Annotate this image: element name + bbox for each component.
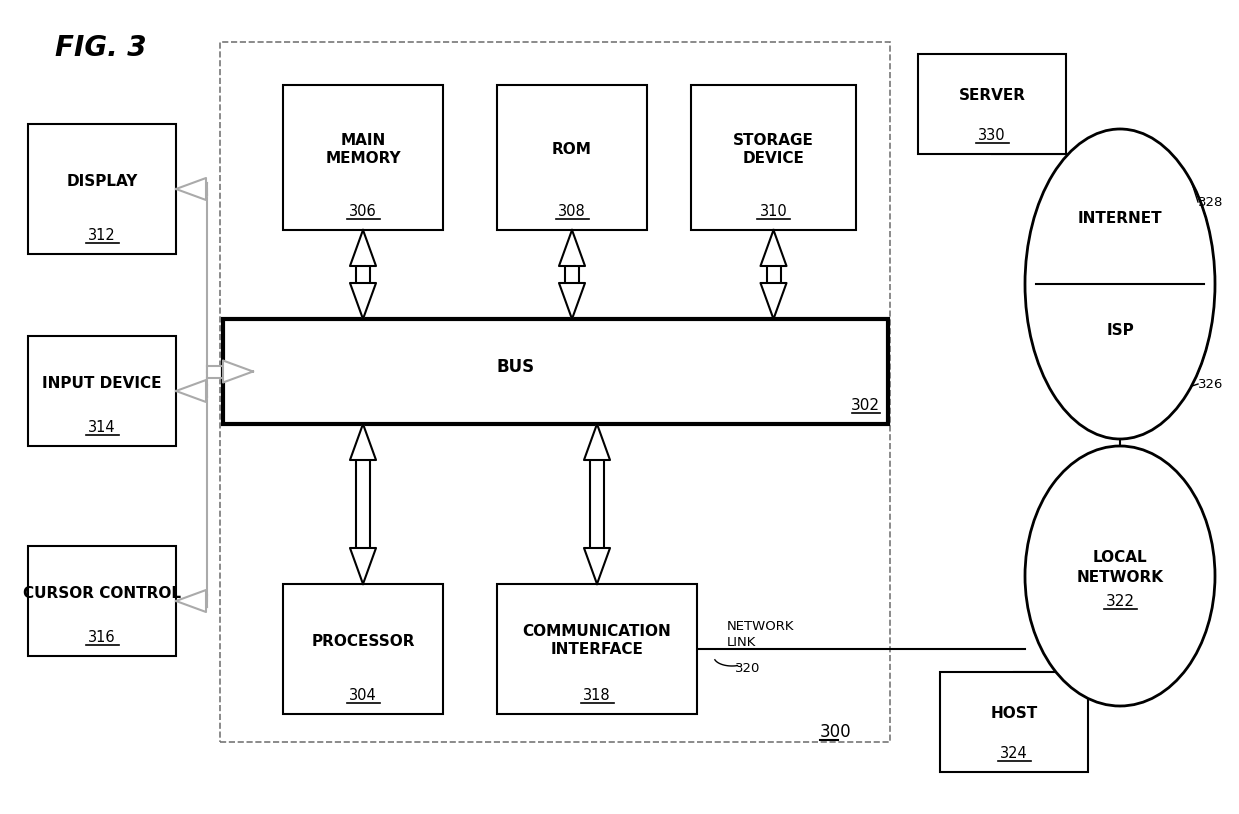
Text: INTERFACE: INTERFACE (550, 642, 643, 658)
Text: 314: 314 (88, 421, 115, 435)
Text: STORAGE: STORAGE (733, 133, 814, 148)
Text: 306: 306 (349, 204, 377, 220)
Polygon shape (349, 548, 375, 584)
Bar (28, 124, 176, 254)
Text: MAIN: MAIN (341, 133, 385, 148)
Text: FIG. 3: FIG. 3 (55, 34, 146, 62)
Polygon shape (590, 460, 603, 548)
Polygon shape (559, 230, 585, 266)
Text: 326: 326 (1198, 378, 1223, 391)
Text: ROM: ROM (553, 142, 592, 157)
Text: COMMUNICATION: COMMUNICATION (523, 624, 672, 640)
Polygon shape (176, 178, 206, 200)
Bar (223, 319, 888, 424)
Polygon shape (207, 365, 223, 378)
Text: ISP: ISP (1106, 323, 1134, 338)
Text: 316: 316 (88, 631, 115, 646)
Text: HOST: HOST (990, 707, 1037, 721)
Text: LOCAL: LOCAL (1093, 550, 1147, 566)
Text: 308: 308 (558, 204, 586, 220)
Text: DEVICE: DEVICE (742, 151, 804, 166)
Ellipse shape (1025, 446, 1215, 706)
Text: 320: 320 (735, 663, 761, 676)
Text: NETWORK: NETWORK (1077, 571, 1163, 585)
Bar (497, 584, 698, 714)
Text: 330: 330 (978, 129, 1006, 143)
Text: INTERNET: INTERNET (1078, 212, 1162, 226)
Polygon shape (584, 424, 610, 460)
Polygon shape (349, 424, 375, 460)
Polygon shape (349, 283, 375, 319)
Bar (282, 584, 444, 714)
Text: 328: 328 (1198, 195, 1223, 208)
Text: CURSOR CONTROL: CURSOR CONTROL (24, 585, 181, 601)
Bar (282, 85, 444, 230)
Bar (691, 85, 856, 230)
Polygon shape (584, 548, 610, 584)
Polygon shape (223, 361, 253, 383)
Text: NETWORK: NETWORK (727, 620, 794, 633)
Text: DISPLAY: DISPLAY (67, 173, 138, 189)
Polygon shape (767, 266, 781, 283)
Polygon shape (761, 230, 787, 266)
Text: 310: 310 (760, 204, 787, 220)
Text: 302: 302 (851, 399, 880, 414)
Polygon shape (356, 460, 370, 548)
Bar (497, 85, 647, 230)
Text: INPUT DEVICE: INPUT DEVICE (42, 375, 162, 391)
Text: 322: 322 (1105, 594, 1135, 610)
Polygon shape (176, 590, 206, 612)
Text: 318: 318 (584, 689, 611, 703)
Polygon shape (349, 230, 375, 266)
Polygon shape (761, 283, 787, 319)
Bar (221, 42, 890, 742)
Polygon shape (559, 283, 585, 319)
Polygon shape (176, 380, 206, 402)
Bar (918, 54, 1066, 154)
Text: SERVER: SERVER (959, 89, 1026, 103)
Bar (940, 672, 1088, 772)
Text: BUS: BUS (497, 357, 534, 375)
Text: 324: 324 (1000, 746, 1028, 762)
Bar (28, 546, 176, 656)
Ellipse shape (1025, 129, 1215, 439)
Text: 304: 304 (349, 689, 377, 703)
Text: 312: 312 (88, 229, 116, 243)
Text: MEMORY: MEMORY (325, 151, 400, 166)
Text: 300: 300 (820, 723, 851, 741)
Polygon shape (565, 266, 579, 283)
Polygon shape (356, 266, 370, 283)
Text: PROCESSOR: PROCESSOR (311, 633, 415, 649)
Text: LINK: LINK (727, 637, 756, 650)
Bar (28, 336, 176, 446)
